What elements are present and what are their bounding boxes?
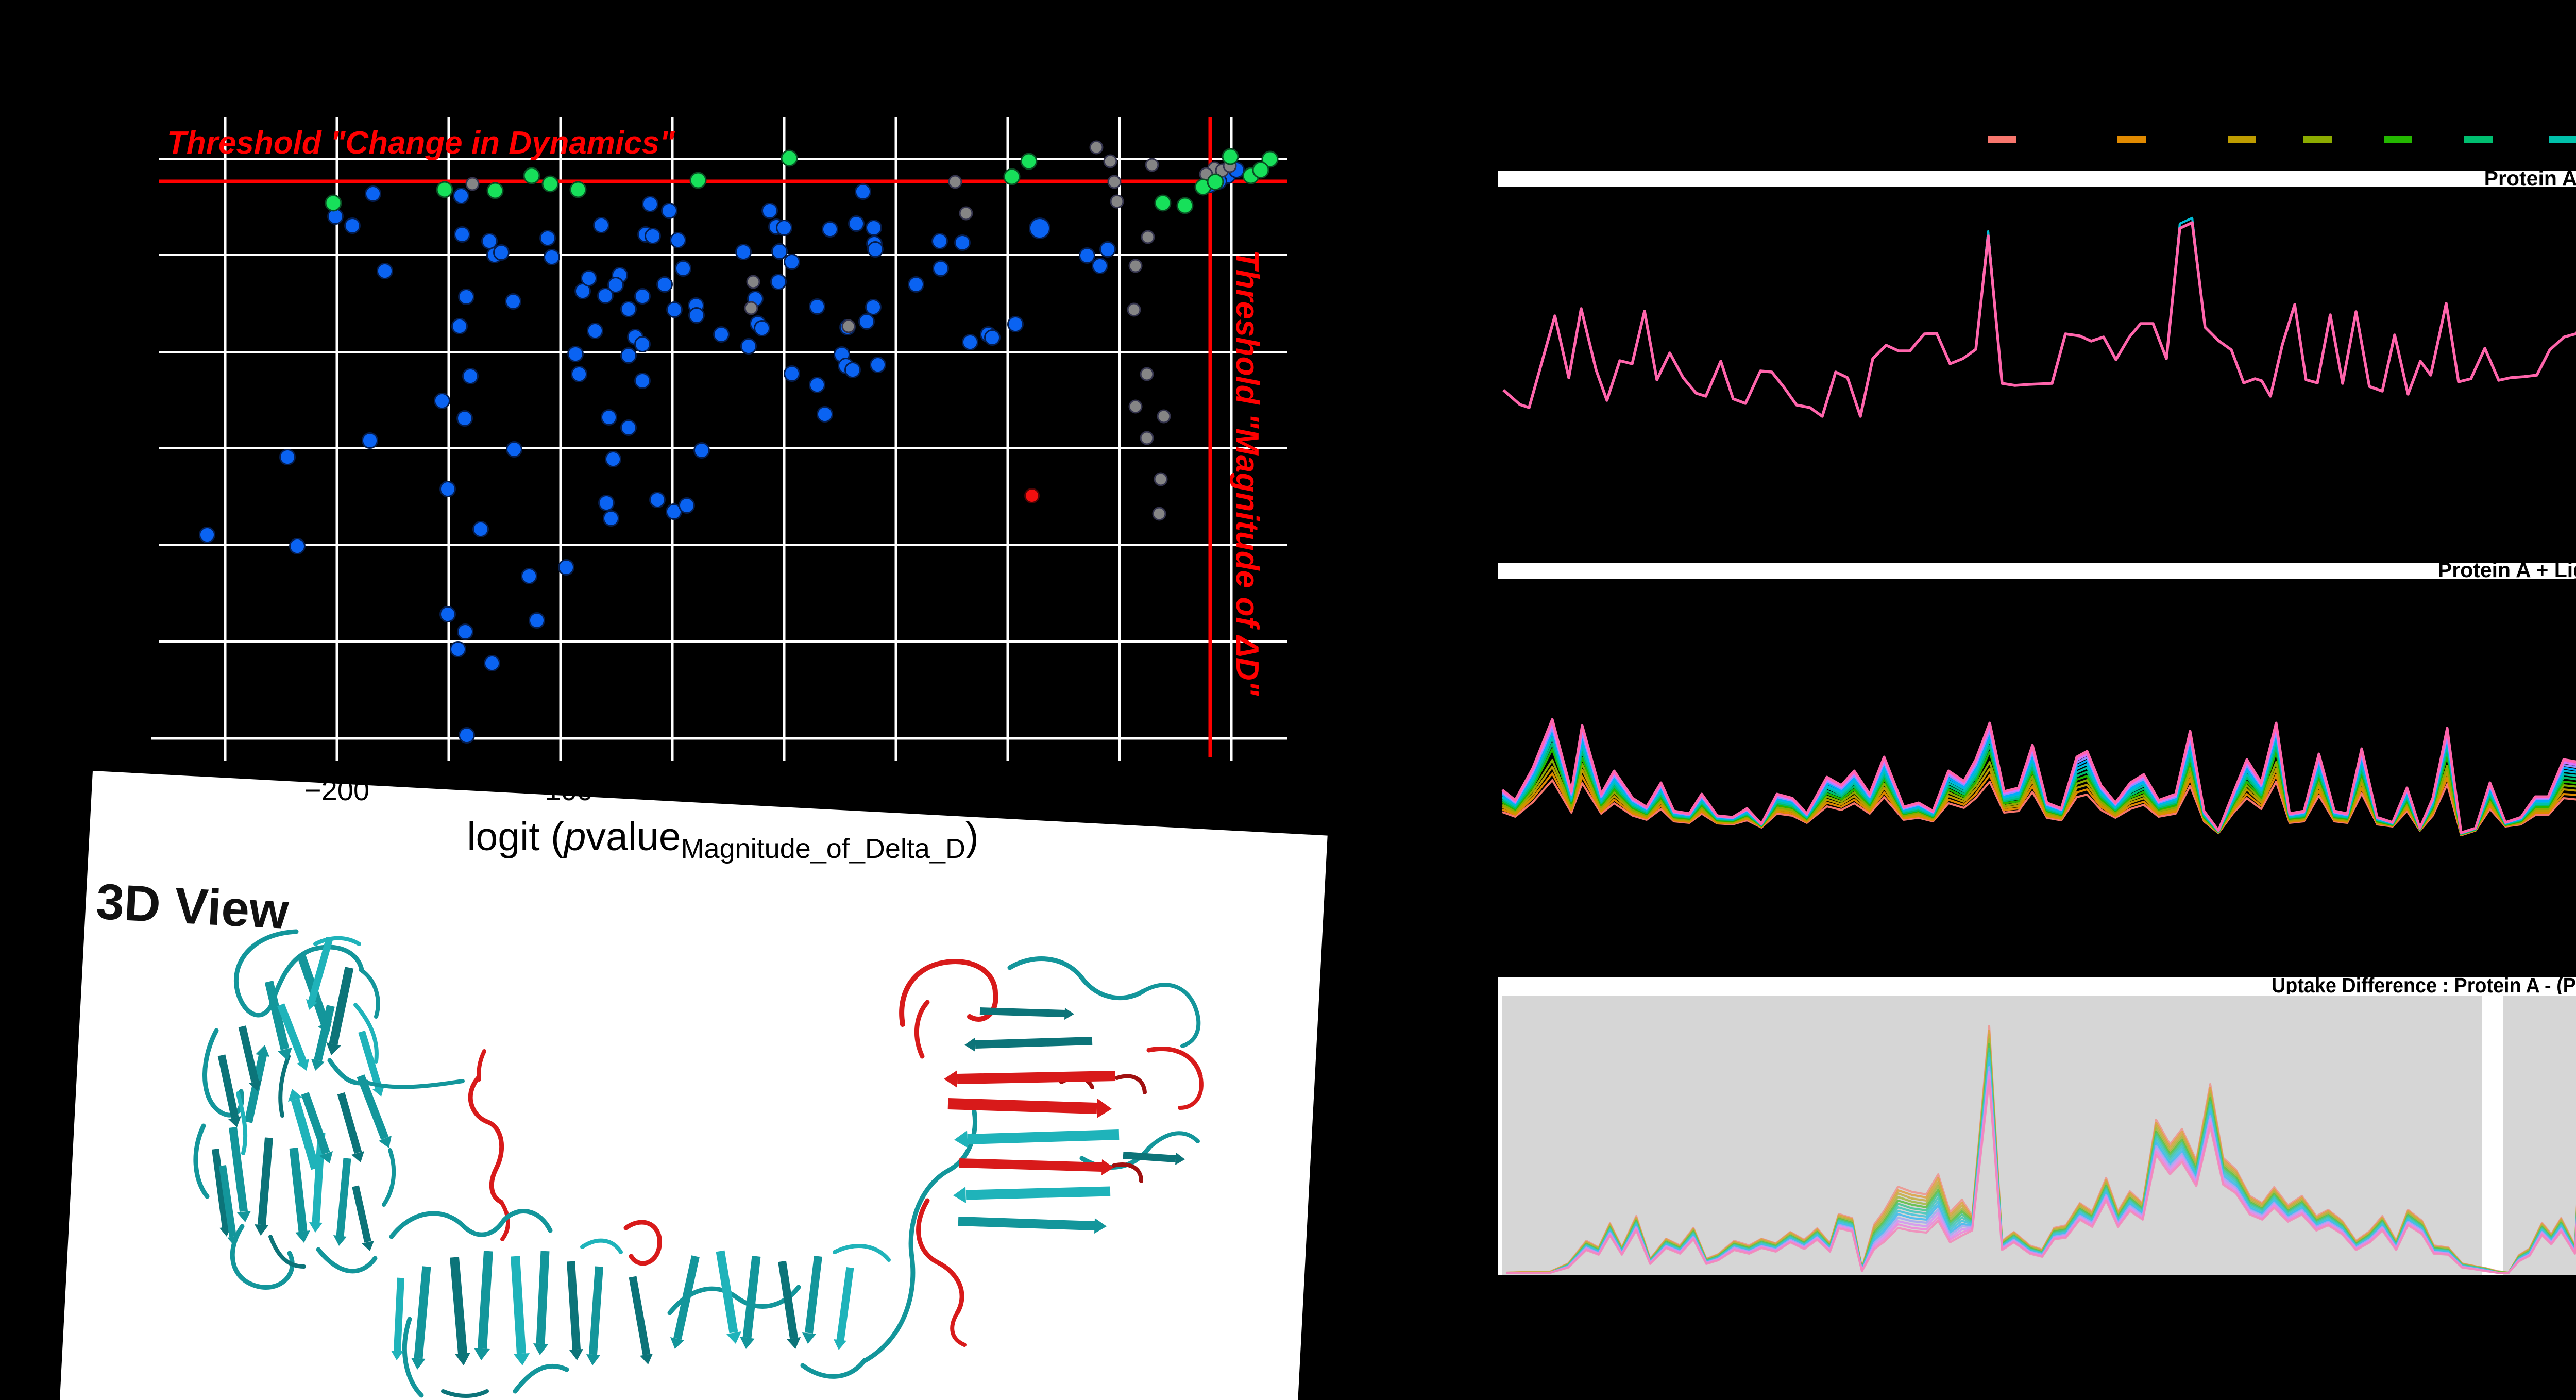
svg-text:−200: −200: [304, 774, 369, 806]
svg-text:Protein A + Ligand: Protein A + Ligand: [2438, 558, 2576, 582]
svg-text:Uptake Difference : Protein A: Uptake Difference : Protein A - (Protein…: [2272, 973, 2576, 997]
svg-text:Protein A: Protein A: [2484, 166, 2576, 190]
svg-text:−100: −100: [528, 774, 593, 806]
svg-text:Threshold "Change in Dynamics": Threshold "Change in Dynamics": [167, 125, 675, 161]
svg-text:3D View: 3D View: [95, 873, 291, 939]
svg-text:Threshold "Magnitude of ΔD": Threshold "Magnitude of ΔD": [1229, 250, 1265, 697]
